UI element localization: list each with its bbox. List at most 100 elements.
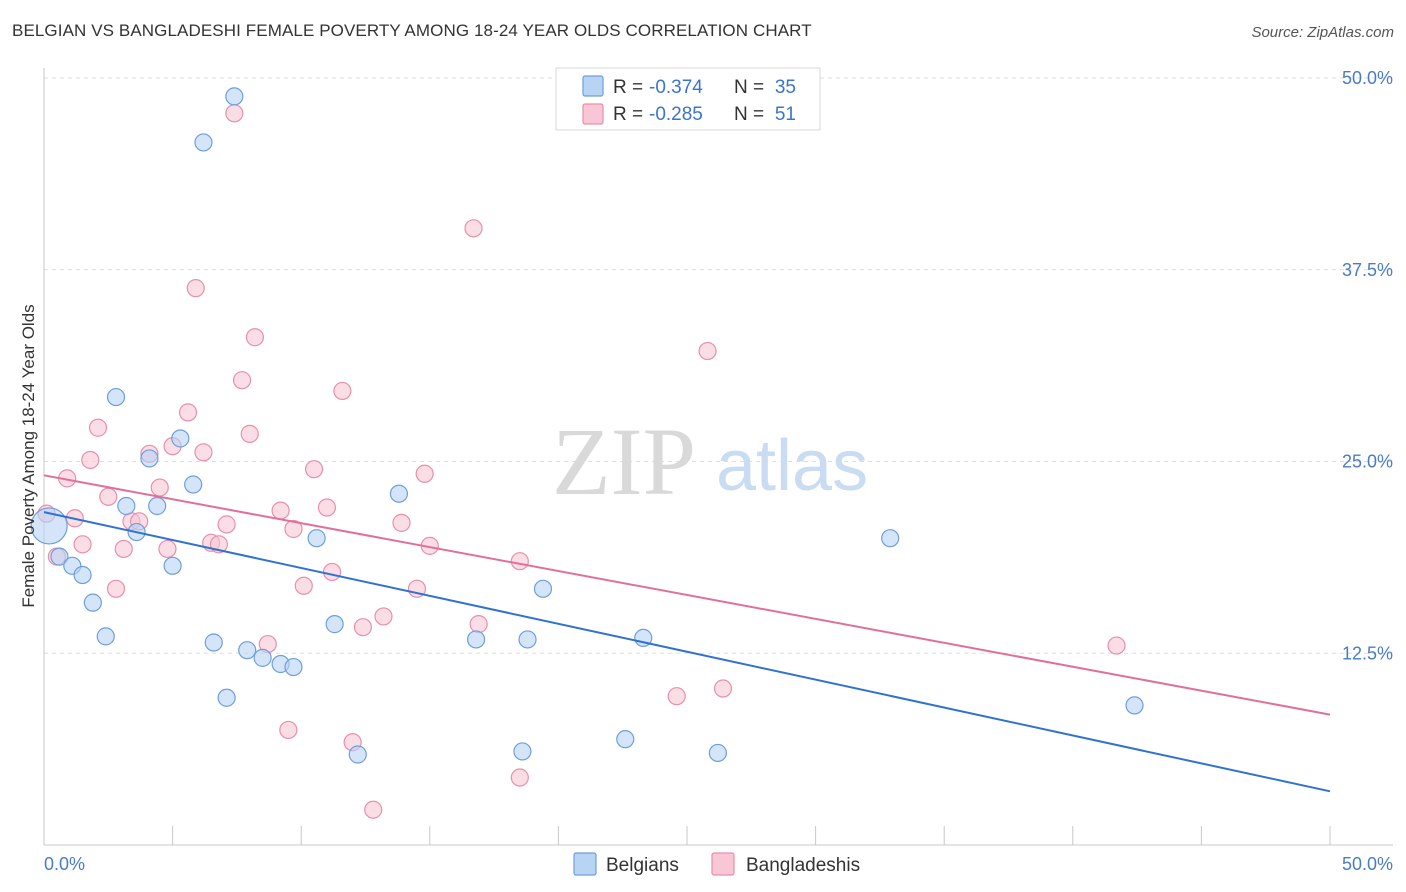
belgians-point-17 xyxy=(225,87,244,106)
bangladeshis-point-32 xyxy=(317,498,337,517)
bangladeshis-point-5 xyxy=(81,450,100,470)
legend-n-label-bangladeshis: N = xyxy=(734,104,764,125)
y-tick-labels: 12.5% 25.0% 37.5% 50.0% xyxy=(1342,68,1393,663)
bottom-legend-swatch-belgians xyxy=(573,852,597,876)
series-legend: Belgians Bangladeshis xyxy=(573,852,860,876)
belgians-point-30 xyxy=(616,730,635,749)
zipatlas-watermark: ZIP atlas xyxy=(552,408,868,515)
belgians-point-0 xyxy=(30,507,68,545)
axes xyxy=(43,68,1393,846)
trend-lines xyxy=(43,474,1331,793)
belgians-point-15 xyxy=(204,633,223,652)
bangladeshis-point-16 xyxy=(178,403,198,422)
belgians-point-9 xyxy=(140,449,159,468)
legend-n-value-belgians: 35 xyxy=(775,77,796,98)
bottom-legend-label-bangladeshis: Bangladeshis xyxy=(746,855,860,876)
bangladeshis-point-37 xyxy=(364,800,383,819)
belgians-point-7 xyxy=(117,496,136,516)
bangladeshis-point-27 xyxy=(271,501,290,520)
chart-source: Source: ZipAtlas.com xyxy=(1251,24,1394,41)
bangladeshis-point-46 xyxy=(510,768,529,787)
data-points xyxy=(30,87,1144,819)
bottom-legend-swatch-bangladeshis xyxy=(711,852,735,876)
belgians-point-26 xyxy=(466,630,486,649)
y-tick-label-3: 50.0% xyxy=(1342,68,1393,88)
belgians-point-10 xyxy=(148,496,167,516)
x-tick-label-max: 50.0% xyxy=(1342,854,1393,874)
watermark-atlas: atlas xyxy=(716,426,868,506)
bangladeshis-point-24 xyxy=(240,424,259,443)
correlation-legend: R = -0.374 N = 35 R = -0.285 N = 51 xyxy=(555,67,821,131)
bangladeshis-point-21 xyxy=(217,515,236,534)
bangladeshis-point-28 xyxy=(279,720,298,740)
legend-r-value-bangladeshis: -0.285 xyxy=(649,104,703,125)
watermark-zip: ZIP xyxy=(552,408,696,515)
belgians-point-5 xyxy=(96,627,115,646)
belgians-point-13 xyxy=(184,475,203,494)
belgians-point-33 xyxy=(881,529,900,548)
y-tick-label-0: 12.5% xyxy=(1342,643,1393,663)
legend-swatch-bangladeshis xyxy=(582,103,604,125)
bangladeshis-point-44 xyxy=(469,615,488,634)
legend-r-label-belgians: R = xyxy=(613,77,643,98)
bottom-legend-label-belgians: Belgians xyxy=(606,855,679,876)
legend-n-label-belgians: N = xyxy=(734,77,764,98)
bangladeshis-point-41 xyxy=(415,464,434,483)
belgians-point-16 xyxy=(217,688,236,707)
bangladeshis-point-38 xyxy=(374,607,393,626)
bangladeshis-point-45 xyxy=(510,552,529,571)
bangladeshis-point-9 xyxy=(114,539,133,559)
bangladeshis-point-29 xyxy=(284,519,303,539)
belgians-point-24 xyxy=(348,745,367,764)
bangladeshis-point-43 xyxy=(464,219,483,238)
y-axis-label: Female Poverty Among 18-24 Year Olds xyxy=(19,304,38,607)
belgians-point-22 xyxy=(307,529,326,548)
x-tick-labels: 0.0% 50.0% xyxy=(44,854,1393,874)
legend-swatch-belgians xyxy=(582,75,604,97)
bangladeshis-trend-line xyxy=(43,474,1331,716)
belgians-point-6 xyxy=(106,387,126,407)
bangladeshis-point-50 xyxy=(1107,636,1126,655)
bangladeshis-point-34 xyxy=(333,381,352,401)
bangladeshis-point-4 xyxy=(73,535,92,554)
bangladeshis-point-6 xyxy=(88,418,108,437)
bangladeshis-point-31 xyxy=(304,460,324,479)
belgians-point-34 xyxy=(1125,696,1144,715)
bangladeshis-point-7 xyxy=(99,487,118,506)
bangladeshis-point-30 xyxy=(294,576,313,595)
bangladeshis-point-23 xyxy=(232,371,252,390)
gridlines xyxy=(44,77,1393,654)
bangladeshis-point-13 xyxy=(150,478,169,497)
legend-r-label-bangladeshis: R = xyxy=(613,104,643,125)
legend-n-value-bangladeshis: 51 xyxy=(775,104,796,125)
belgians-point-23 xyxy=(325,615,344,634)
belgians-point-11 xyxy=(163,556,182,575)
belgians-point-4 xyxy=(83,593,102,612)
bangladeshis-point-22 xyxy=(225,104,244,123)
bangladeshis-point-8 xyxy=(106,579,126,598)
belgians-point-18 xyxy=(238,641,257,660)
belgians-point-25 xyxy=(389,484,409,503)
belgians-point-14 xyxy=(194,133,213,152)
y-tick-label-1: 25.0% xyxy=(1342,452,1393,472)
belgians-point-3 xyxy=(73,565,92,585)
legend-r-value-belgians: -0.374 xyxy=(649,77,703,98)
belgians-point-19 xyxy=(253,648,272,667)
chart-title: BELGIAN VS BANGLADESHI FEMALE POVERTY AM… xyxy=(12,21,812,40)
belgians-point-27 xyxy=(513,742,532,761)
bangladeshis-point-39 xyxy=(392,513,411,532)
bangladeshis-point-17 xyxy=(186,279,205,298)
belgians-point-29 xyxy=(533,579,553,598)
y-tick-label-2: 37.5% xyxy=(1342,260,1393,280)
bangladeshis-point-18 xyxy=(194,443,213,462)
bangladeshis-point-33 xyxy=(322,562,342,582)
belgians-point-21 xyxy=(284,657,303,677)
belgians-point-12 xyxy=(171,429,190,448)
bangladeshis-point-36 xyxy=(353,618,373,637)
belgians-point-28 xyxy=(518,630,537,649)
bangladeshis-point-47 xyxy=(667,687,686,706)
bangladeshis-point-14 xyxy=(158,539,177,559)
belgians-point-1 xyxy=(50,547,69,566)
bangladeshis-point-25 xyxy=(245,328,265,347)
